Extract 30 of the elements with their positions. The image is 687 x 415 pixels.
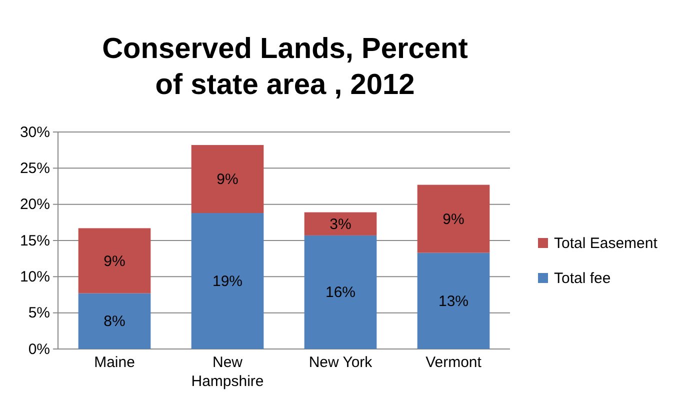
bar (417, 184, 490, 253)
y-tick-label: 10% (20, 268, 50, 286)
bar (191, 145, 264, 214)
x-tick-label: New York (308, 354, 373, 371)
legend-label: Total fee (554, 270, 611, 287)
data-label: 9% (216, 171, 238, 188)
data-label: 8% (104, 313, 126, 330)
bar (304, 235, 377, 349)
bar (417, 252, 490, 349)
bar (191, 213, 264, 349)
x-tick-label: New Hampshire (191, 354, 264, 390)
bar (304, 212, 377, 236)
y-tick-label: 5% (28, 304, 50, 322)
data-label: 9% (442, 210, 464, 228)
y-tick-label: 30% (20, 124, 50, 141)
legend-label: Total Easement (554, 235, 658, 252)
x-tick-label: Vermont (426, 354, 482, 371)
bar (78, 293, 151, 349)
data-label: 16% (325, 284, 356, 302)
data-label: 9% (104, 252, 126, 270)
x-tick-label: Maine (94, 354, 135, 371)
bar (78, 228, 151, 294)
data-label: 19% (212, 273, 243, 290)
y-tick-label: 0% (28, 340, 50, 358)
chart-title: Conserved Lands, Percent of state area , 2012 (102, 33, 468, 101)
data-label: 13% (438, 292, 469, 310)
y-tick-label: 15% (20, 232, 50, 250)
data-label: 3% (330, 216, 352, 233)
y-tick-label: 20% (20, 196, 50, 214)
y-tick-label: 25% (20, 160, 50, 177)
